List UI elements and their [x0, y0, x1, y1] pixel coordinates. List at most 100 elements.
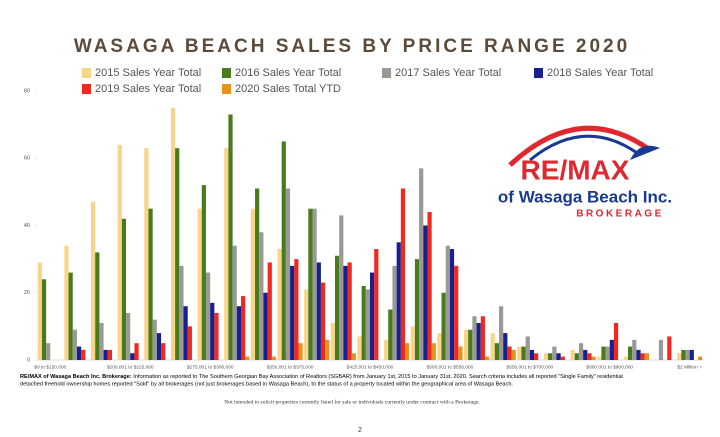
bar	[490, 333, 495, 360]
bar	[95, 252, 100, 360]
y-tick-label: 60	[24, 156, 30, 162]
footnote: RE/MAX of Wasaga Beach Inc. Brokerage: I…	[20, 374, 623, 380]
bar	[281, 141, 286, 360]
page-number: 2	[358, 427, 362, 434]
bar	[205, 272, 211, 360]
bar	[72, 329, 77, 360]
y-tick-label: 80	[24, 88, 30, 94]
bar	[370, 272, 375, 360]
bar	[507, 346, 512, 360]
bar	[423, 225, 428, 360]
bar	[316, 262, 321, 360]
bar	[250, 208, 256, 360]
bar	[454, 265, 459, 360]
y-tick-label: 40	[24, 223, 30, 229]
bar	[396, 242, 401, 360]
bar	[570, 349, 575, 360]
bar	[46, 343, 51, 360]
bar	[126, 312, 131, 360]
logo-text: RE/MAX	[521, 154, 630, 185]
x-tick-label: $275,001 to $300,000	[187, 364, 234, 370]
bar	[601, 346, 606, 360]
x-tick-label: $0 to $150,000	[34, 364, 66, 370]
logo: RE/MAX of Wasaga Beach Inc. BROKERAGE	[490, 115, 695, 225]
bar	[640, 353, 645, 360]
bar	[130, 353, 135, 360]
y-tick-label: 0	[27, 357, 30, 363]
bar	[517, 346, 522, 360]
bar	[271, 356, 277, 360]
bar	[605, 346, 610, 360]
bar	[76, 346, 82, 360]
x-tick-label: $2 Million +	[677, 364, 702, 370]
legend-swatch	[82, 84, 91, 94]
bar	[405, 343, 410, 360]
bar	[388, 309, 393, 360]
bar	[320, 282, 326, 360]
bar	[103, 349, 108, 360]
legend-label: 2017 Sales Year Total	[395, 67, 501, 79]
bar	[245, 356, 250, 360]
bar	[468, 329, 473, 360]
chart-title: WASAGA BEACH SALES BY PRICE RANGE 2020	[74, 36, 630, 57]
bar	[224, 148, 229, 360]
bar	[285, 188, 291, 360]
bar	[384, 339, 389, 360]
bar	[210, 302, 215, 360]
bar	[499, 306, 504, 360]
bar	[298, 343, 303, 360]
bar	[294, 259, 299, 360]
bar	[632, 339, 637, 360]
bar	[334, 255, 340, 360]
bar	[263, 292, 268, 360]
bar	[330, 323, 335, 360]
bar	[628, 346, 633, 360]
legend-swatch	[82, 68, 91, 78]
bar	[560, 356, 565, 360]
bar	[37, 262, 42, 360]
bar	[197, 208, 202, 360]
bar	[552, 346, 557, 360]
bar	[521, 346, 526, 360]
bar	[308, 208, 313, 360]
bar	[458, 346, 463, 360]
legend-swatch	[382, 68, 391, 78]
logo-arc	[508, 125, 652, 167]
bar	[107, 349, 112, 360]
bar	[357, 336, 362, 360]
bar	[361, 286, 366, 360]
bar	[441, 292, 446, 360]
bar	[259, 232, 264, 360]
bar	[525, 336, 530, 360]
x-tick-label: $200,001 to $225,000	[107, 364, 154, 370]
bar	[445, 245, 450, 360]
bar	[255, 188, 260, 360]
bar	[144, 148, 149, 360]
x-tick-label: $650,001 to $700,000	[506, 364, 553, 370]
bar	[427, 212, 432, 360]
bar	[339, 215, 344, 360]
bar	[343, 265, 348, 360]
bar	[117, 144, 122, 360]
bar	[325, 339, 330, 360]
x-tick-label: $800,001 to $900,000	[586, 364, 633, 370]
bar	[636, 349, 641, 360]
bar	[613, 323, 619, 360]
bar	[170, 107, 176, 360]
bar	[685, 349, 690, 360]
legend-label: 2018 Sales Year Total	[547, 67, 653, 79]
bar	[587, 353, 592, 360]
bar	[304, 289, 309, 360]
y-tick-label: 20	[24, 290, 30, 296]
bar	[277, 249, 282, 360]
logo-text: of Wasaga Beach Inc.	[498, 187, 672, 206]
footnote-text: Information as reported to The Southern …	[133, 374, 623, 380]
bar	[503, 333, 508, 360]
bar	[236, 306, 241, 360]
bar	[201, 185, 206, 360]
bar	[183, 306, 188, 360]
bar	[583, 349, 588, 360]
bar	[347, 262, 352, 360]
bar	[175, 148, 180, 360]
